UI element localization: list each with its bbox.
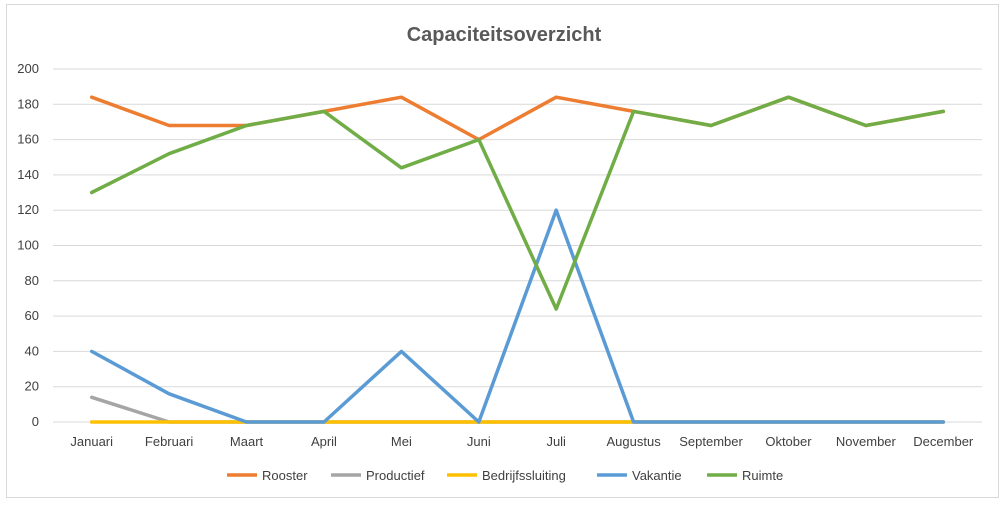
x-tick-label: Januari bbox=[70, 434, 113, 449]
legend-label-rooster: Rooster bbox=[262, 468, 308, 483]
gridlines bbox=[53, 68, 982, 423]
x-tick-label: November bbox=[836, 434, 897, 449]
x-axis-ticks: Januari Februari Maart April Mei Juni Juli Augu… bbox=[70, 434, 974, 449]
legend-label-bedrijfssluiting: Bedrijfssluiting bbox=[482, 468, 566, 483]
series-line-vakantie bbox=[89, 208, 946, 424]
series-line-ruimte bbox=[89, 95, 946, 311]
legend-label-productief: Productief bbox=[366, 468, 425, 483]
y-tick-label: 200 bbox=[17, 61, 39, 76]
series-lines bbox=[89, 95, 946, 424]
y-tick-label: 140 bbox=[17, 167, 39, 182]
x-tick-label: Juni bbox=[467, 434, 491, 449]
y-tick-label: 40 bbox=[25, 343, 39, 358]
x-tick-label: Februari bbox=[145, 434, 194, 449]
x-tick-label: December bbox=[913, 434, 974, 449]
x-tick-label: Oktober bbox=[765, 434, 812, 449]
legend-label-vakantie: Vakantie bbox=[632, 468, 682, 483]
y-axis-ticks: 0 20 40 60 80 100 120 140 160 180 200 bbox=[17, 61, 39, 429]
series-line-rooster bbox=[89, 95, 946, 142]
x-tick-label: Augustus bbox=[607, 434, 662, 449]
chart-frame: Capaciteitsoverzicht 0 20 40 60 80 100 120 140 1… bbox=[6, 4, 999, 498]
y-tick-label: 120 bbox=[17, 202, 39, 217]
x-tick-label: Mei bbox=[391, 434, 412, 449]
x-tick-label: Maart bbox=[230, 434, 264, 449]
x-tick-label: April bbox=[311, 434, 337, 449]
y-tick-label: 20 bbox=[25, 379, 39, 394]
legend-label-ruimte: Ruimte bbox=[742, 468, 783, 483]
series-line-productief bbox=[89, 395, 946, 424]
y-tick-label: 100 bbox=[17, 238, 39, 253]
x-tick-label: September bbox=[679, 434, 743, 449]
y-tick-label: 180 bbox=[17, 96, 39, 111]
chart-title: Capaciteitsoverzicht bbox=[407, 24, 602, 46]
y-tick-label: 160 bbox=[17, 132, 39, 147]
y-tick-label: 80 bbox=[25, 273, 39, 288]
x-tick-label: Juli bbox=[546, 434, 566, 449]
y-tick-label: 0 bbox=[32, 414, 39, 429]
line-chart: Capaciteitsoverzicht 0 20 40 60 80 100 120 140 1… bbox=[17, 24, 982, 483]
legend: Rooster Productief Bedrijfssluiting Vakanti… bbox=[227, 468, 783, 483]
y-tick-label: 60 bbox=[25, 308, 39, 323]
